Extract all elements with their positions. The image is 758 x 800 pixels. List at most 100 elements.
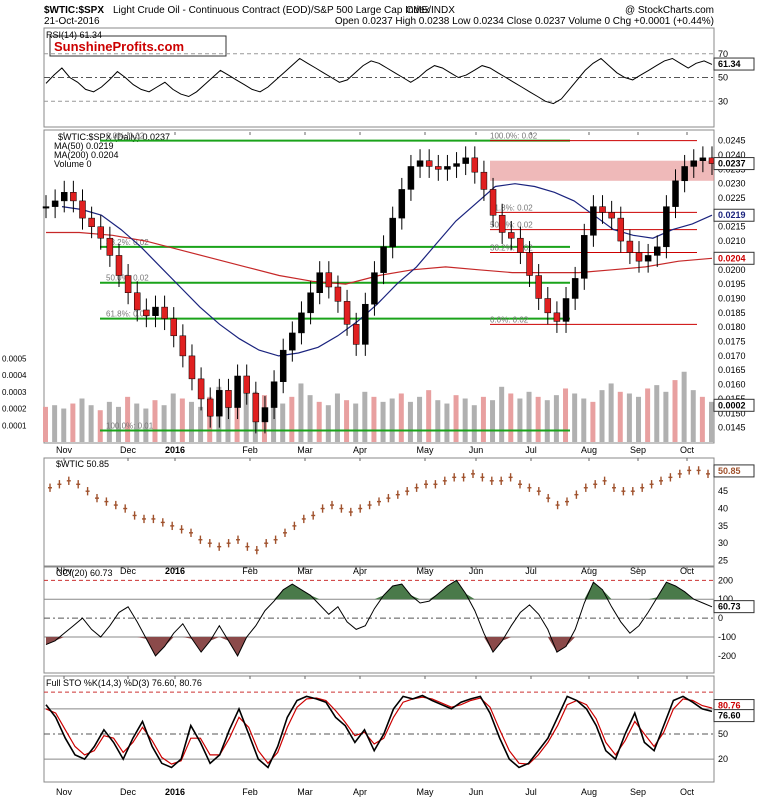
volume-bar	[170, 393, 176, 442]
rsi-tick-label: 30	[718, 96, 728, 106]
volume-bar	[371, 396, 377, 442]
volume-bar	[709, 401, 714, 442]
price-candle	[489, 189, 497, 216]
volume-bar	[106, 401, 112, 442]
volume-bar	[572, 393, 578, 442]
price-candle	[699, 157, 707, 161]
x-axis-label: May	[416, 787, 434, 797]
volume-bar	[70, 403, 76, 442]
volume-badge: 0.0002	[718, 400, 746, 410]
volume-bar	[362, 391, 368, 442]
volume-bar	[179, 398, 185, 442]
volume-bar	[97, 410, 103, 442]
sto-k-line	[45, 694, 713, 769]
price-candle	[416, 160, 424, 167]
price-tick-label: 0.0210	[718, 236, 746, 246]
volume-bar	[88, 405, 94, 442]
cci-last-value: 60.73	[718, 602, 741, 612]
rsi-last-value: 61.34	[718, 59, 741, 69]
watermark-box	[49, 35, 227, 57]
price-candle	[663, 206, 670, 248]
price-candle	[197, 378, 205, 400]
header-exchange: CME/INDX	[406, 5, 455, 16]
x-axis-label: May	[416, 566, 434, 576]
rsi-tick-label: 70	[718, 49, 728, 59]
price-candle	[535, 275, 542, 299]
volume-bar	[344, 400, 350, 442]
x-axis-label: Jun	[469, 445, 484, 455]
price-tick-label: 0.0145	[718, 423, 746, 433]
wtic-tick-label: 30	[718, 538, 728, 548]
price-candle	[480, 171, 488, 190]
price-legend-ma200: MA(200) 0.0204	[54, 150, 119, 160]
wtic-tick-label: 35	[718, 521, 728, 531]
x-axis-label: Apr	[353, 787, 367, 797]
header-symbol: $WTIC:$SPX	[44, 5, 104, 16]
header-date: 21-Oct-2016	[44, 16, 100, 27]
price-tick-label: 0.0190	[718, 293, 746, 303]
header-description: Light Crude Oil - Continuous Contract (E…	[113, 5, 430, 16]
volume-bar	[672, 380, 678, 442]
price-legend-main: $WTIC:$SPX (Daily) 0.0237	[58, 132, 170, 142]
price-candle	[152, 306, 159, 316]
price-candle	[389, 217, 396, 248]
volume-tick-label: 0.0003	[2, 388, 27, 397]
volume-tick-label: 0.0002	[2, 405, 27, 414]
price-candle	[435, 166, 442, 170]
price-candle	[553, 312, 561, 322]
volume-bar	[535, 396, 541, 442]
price-candle	[453, 163, 460, 167]
price-candle	[161, 306, 168, 319]
volume-bar	[325, 405, 331, 442]
volume-bar	[517, 398, 523, 442]
volume-bar	[654, 385, 660, 442]
volume-bar	[553, 395, 559, 442]
volume-bar	[198, 406, 204, 442]
price-close-badge: 0.0237	[718, 159, 746, 169]
fib-label-green: 38.2%: 0.02	[106, 238, 149, 247]
price-tick-label: 0.0175	[718, 337, 746, 347]
x-axis-label: Sep	[630, 787, 646, 797]
x-axis-label: Jun	[469, 566, 484, 576]
volume-bar	[43, 406, 48, 442]
volume-bar	[426, 390, 432, 442]
price-candle	[617, 217, 625, 242]
volume-bar	[444, 403, 450, 442]
volume-bar	[407, 401, 413, 442]
ma50-badge-box	[713, 208, 755, 222]
volume-tick-label: 0.0004	[2, 371, 27, 380]
price-candle	[243, 375, 250, 394]
volume-bar	[152, 400, 158, 442]
price-candle	[644, 255, 652, 262]
price-candle	[425, 160, 433, 167]
x-axis-label: Aug	[581, 566, 597, 576]
volume-bar	[690, 390, 696, 442]
volume-bar	[143, 408, 149, 442]
price-candle	[88, 217, 95, 227]
volume-bar	[681, 371, 687, 442]
volume-bar	[280, 403, 286, 442]
price-candle	[571, 278, 579, 299]
price-candle	[599, 206, 606, 213]
volume-bar	[617, 391, 623, 442]
resistance-zone	[490, 160, 714, 181]
x-axis-label: Mar	[297, 566, 313, 576]
sto-title: Full STO %K(14,3) %D(3) 76.60, 80.76	[46, 678, 202, 688]
x-axis-label: Apr	[353, 566, 367, 576]
price-candle	[261, 407, 269, 423]
x-axis-label: Dec	[120, 445, 137, 455]
price-candle	[471, 157, 479, 173]
volume-bar	[480, 396, 486, 442]
sto-k-value-box	[713, 709, 755, 723]
volume-bar	[161, 405, 167, 442]
price-candle	[225, 390, 232, 408]
price-candle	[581, 235, 588, 279]
x-axis-label: Aug	[581, 445, 597, 455]
volume-bar	[508, 393, 514, 442]
x-axis-label: Apr	[353, 445, 367, 455]
price-candle	[352, 324, 360, 345]
volume-badge-box	[713, 398, 755, 412]
price-candle	[398, 189, 406, 219]
price-candle	[179, 335, 187, 357]
price-candle	[635, 252, 643, 262]
